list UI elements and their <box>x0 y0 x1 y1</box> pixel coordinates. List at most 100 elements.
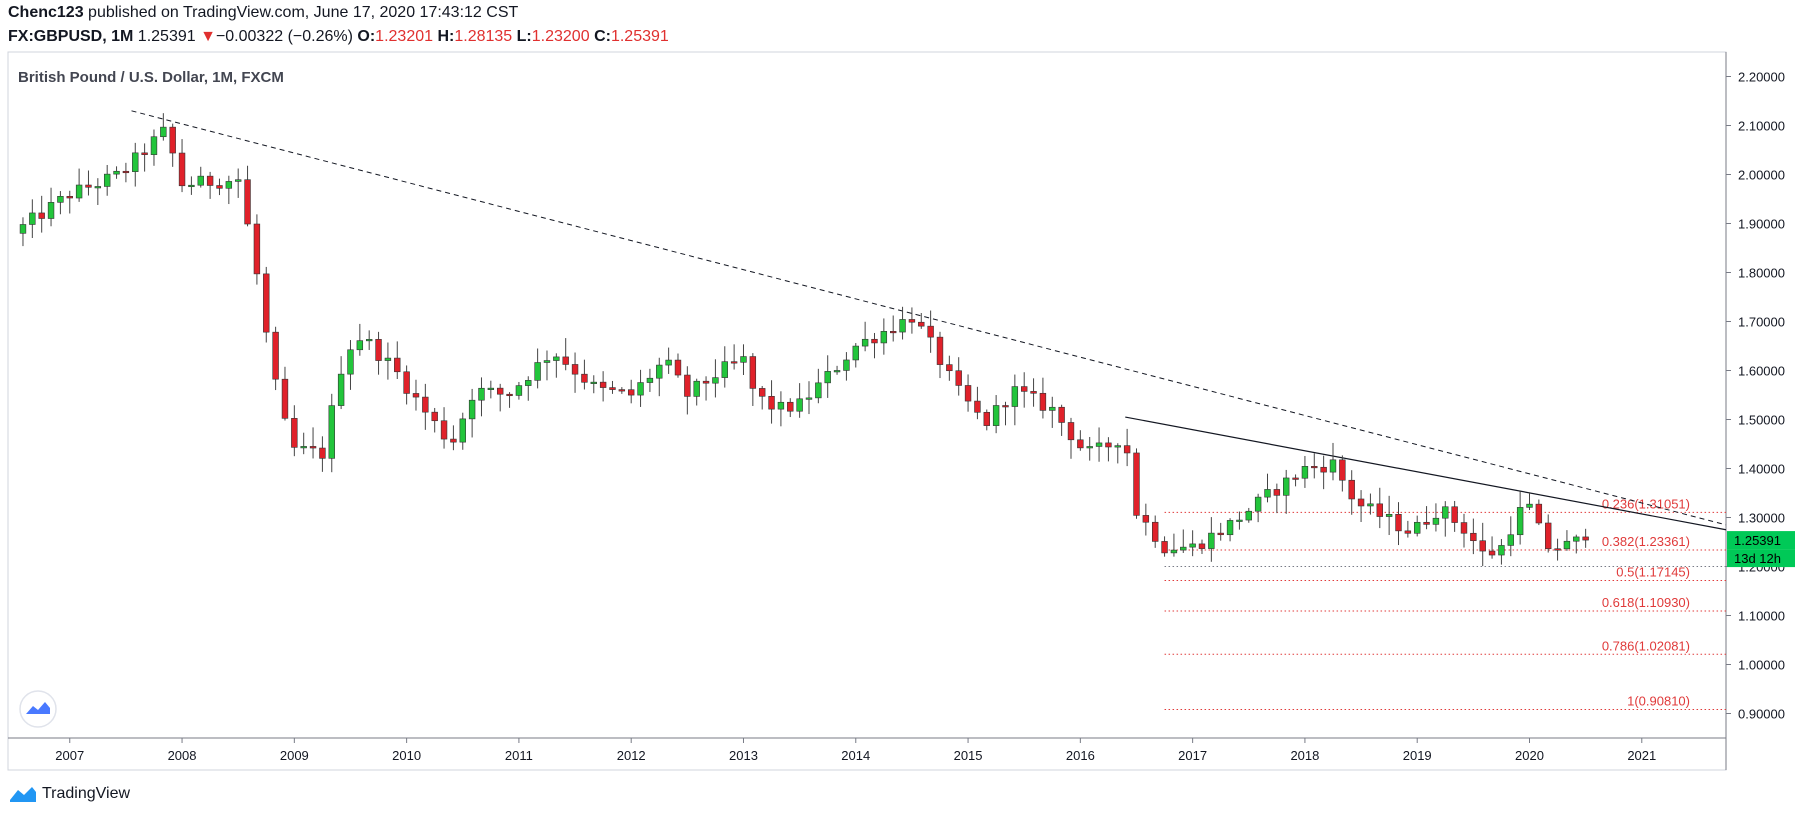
candle-up <box>740 356 747 363</box>
candle-up <box>113 170 120 175</box>
candle-down <box>169 126 176 154</box>
close-label: C: <box>594 28 611 45</box>
footer-brand[interactable]: TradingView <box>8 784 130 804</box>
candle-down <box>964 385 972 402</box>
close-value: 1.25391 <box>610 28 669 45</box>
author-name[interactable]: Chenc123 <box>8 4 84 21</box>
candle-down <box>1348 479 1355 500</box>
candle-up <box>356 340 364 351</box>
x-tick-label: 2018 <box>1290 748 1319 763</box>
candle-up <box>1432 517 1440 525</box>
candle-down <box>1545 522 1552 550</box>
candle-up <box>1245 510 1252 521</box>
x-tick-label: 2012 <box>617 748 646 763</box>
candles <box>19 113 1589 567</box>
candle-down <box>1376 503 1383 517</box>
candle-up <box>1170 549 1178 554</box>
y-tick-label: 1.80000 <box>1738 266 1785 281</box>
candle-up <box>852 345 859 361</box>
candle-down <box>684 374 691 397</box>
candle-down <box>1161 541 1168 554</box>
candle-up <box>188 184 195 188</box>
candle-up <box>300 446 307 449</box>
candle-up <box>992 405 1000 426</box>
footer-brand-label: TradingView <box>42 785 131 802</box>
candle-up <box>712 377 719 384</box>
candle-up <box>1516 507 1524 536</box>
candle-down <box>253 223 261 275</box>
candle-down <box>627 389 635 396</box>
candle-up <box>337 373 345 406</box>
candle-down <box>375 339 382 361</box>
candle-down <box>1554 548 1561 551</box>
candle-down <box>889 331 897 334</box>
candle-up <box>1442 506 1449 519</box>
candle-down <box>787 401 794 412</box>
candle-down <box>272 331 279 380</box>
candle-up <box>796 398 803 412</box>
trendlines[interactable] <box>131 110 1727 531</box>
candle-up <box>1180 546 1187 551</box>
candle-down <box>1273 489 1281 496</box>
candle-down <box>674 359 682 376</box>
candle-down <box>1535 503 1543 524</box>
fib-retracement[interactable]: 0.236(1.31051) 0.382(1.23361) 0.5(1.17145)… <box>1164 496 1726 711</box>
candle-down <box>1217 532 1224 536</box>
candle-down <box>1292 477 1299 480</box>
candle-up <box>19 224 27 234</box>
last-price-label: 1.25391 <box>1734 533 1781 548</box>
candle-up <box>1236 519 1243 522</box>
candle-down <box>141 152 148 155</box>
chart-frame <box>7 51 1727 771</box>
candle-down <box>936 336 944 365</box>
price-axis[interactable]: 2.20000 2.10000 2.00000 1.90000 1.80000 1.700… <box>1726 70 1795 722</box>
candle-down <box>1582 536 1589 541</box>
candle-down <box>38 212 45 219</box>
candle-up <box>515 385 523 396</box>
candle-up <box>132 152 139 172</box>
x-tick-label: 2010 <box>392 748 421 763</box>
candle-up <box>459 418 466 443</box>
y-tick-label: 2.10000 <box>1738 119 1785 134</box>
tradingview-logo-icon[interactable] <box>19 690 57 728</box>
x-tick-label: 2011 <box>505 748 533 763</box>
publish-info: Chenc123 published on TradingView.com, J… <box>8 4 518 22</box>
x-tick-label: 2013 <box>729 748 758 763</box>
candle-down <box>1198 543 1206 549</box>
candle-up <box>384 357 392 361</box>
x-tick-label: 2009 <box>280 748 309 763</box>
candle-down <box>702 380 710 384</box>
candle-up <box>234 179 242 182</box>
candle-down <box>1451 506 1458 523</box>
candle-down <box>1395 514 1402 532</box>
candle-down <box>927 325 934 338</box>
candle-up <box>693 380 700 397</box>
candle-up <box>1563 540 1571 550</box>
candle-down <box>281 378 289 419</box>
candle-down <box>412 393 420 398</box>
candle-down <box>1479 540 1486 552</box>
candle-up <box>347 349 354 375</box>
candle-down <box>562 356 569 365</box>
time-axis[interactable]: 2007 2008 2009 2010 2011 2012 2013 2014 2015 2016… <box>55 738 1656 763</box>
candle-up <box>1573 536 1580 542</box>
fib-level-label: 0.786(1.02081) <box>1602 638 1690 653</box>
candle-up <box>534 362 541 381</box>
symbol-label: FX:GBPUSD, 1M <box>8 28 134 45</box>
candle-up <box>656 364 663 379</box>
candle-down <box>122 170 130 174</box>
y-tick-label: 1.10000 <box>1738 609 1785 624</box>
candle-down <box>1460 522 1468 534</box>
dashed-trendline <box>131 110 1727 526</box>
y-tick-label: 1.50000 <box>1738 413 1785 428</box>
candle-down <box>908 319 916 323</box>
candle-down <box>403 371 410 394</box>
candle-down <box>599 381 607 388</box>
candle-up <box>1301 466 1309 479</box>
candle-down <box>983 411 990 426</box>
y-tick-label: 2.20000 <box>1738 70 1785 85</box>
candle-up <box>1498 545 1505 556</box>
candle-up <box>1264 489 1271 498</box>
candle-up <box>861 338 869 347</box>
